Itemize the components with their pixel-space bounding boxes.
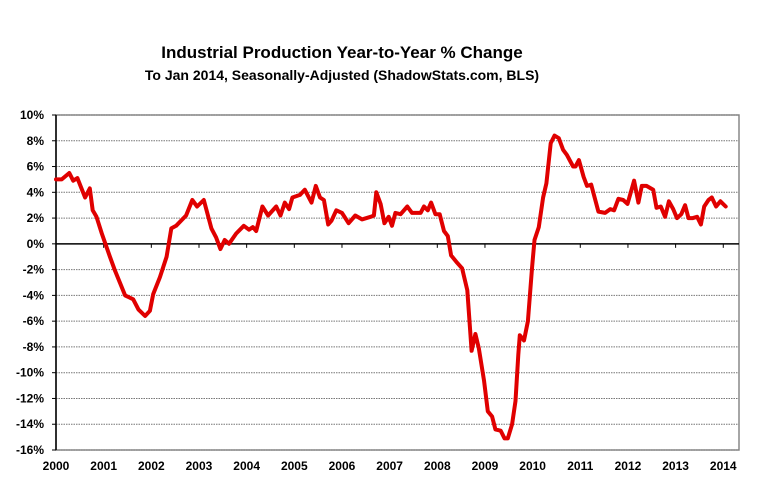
y-axis-tick-labels: 10% 8% 6% 4% 2% 0% -2% -4% -6% -8% -10% -12% -14% -16… <box>16 108 44 457</box>
series-layer <box>54 133 728 441</box>
x-tick-label: 2005 <box>281 459 308 473</box>
x-tick-label: 2012 <box>615 459 642 473</box>
x-tick-label: 2004 <box>233 459 260 473</box>
y-tick-label: -6% <box>23 314 45 328</box>
x-tick-label: 2011 <box>567 459 593 473</box>
y-tick-label: 2% <box>27 211 45 225</box>
y-tick-label: 0% <box>27 237 45 251</box>
y-tick-label: 4% <box>27 185 45 199</box>
y-tick-label: -8% <box>23 340 45 354</box>
series-line-industrial-production <box>54 133 728 441</box>
y-tick-label: -4% <box>23 288 45 302</box>
y-tick-label: -14% <box>16 417 44 431</box>
chart-title: Industrial Production Year-to-Year % Cha… <box>161 43 522 62</box>
y-tick-label: 10% <box>20 108 44 122</box>
x-tick-label: 2014 <box>710 459 737 473</box>
y-tick-label: -10% <box>16 366 44 380</box>
x-tick-label: 2002 <box>138 459 165 473</box>
x-tick-label: 2000 <box>43 459 70 473</box>
x-axis-tick-labels: 2000 2001 2002 2003 2004 2005 2006 2007 2008 2009… <box>43 459 737 473</box>
y-tick-label: -2% <box>23 263 45 277</box>
x-tick-label: 2006 <box>329 459 356 473</box>
gridlines <box>52 114 740 451</box>
y-tick-label: -16% <box>16 443 44 457</box>
x-tick-label: 2010 <box>519 459 546 473</box>
chart-subtitle: To Jan 2014, Seasonally-Adjusted (Shadow… <box>145 67 539 83</box>
y-tick-label: 8% <box>27 134 45 148</box>
x-tick-label: 2003 <box>186 459 213 473</box>
x-tick-label: 2009 <box>472 459 499 473</box>
x-tick-label: 2007 <box>376 459 403 473</box>
x-tick-label: 2008 <box>424 459 451 473</box>
y-tick-label: 6% <box>27 160 45 174</box>
y-tick-label: -12% <box>16 391 44 405</box>
x-tick-label: 2001 <box>90 459 117 473</box>
x-tick-label: 2013 <box>662 459 689 473</box>
